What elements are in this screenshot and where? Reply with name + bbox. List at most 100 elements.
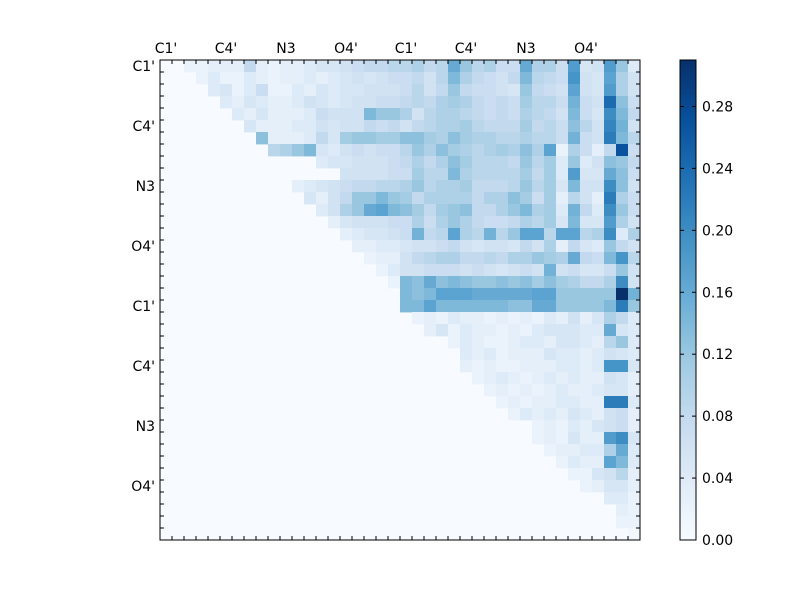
heatmap-cell xyxy=(364,84,377,97)
heatmap-cell xyxy=(568,72,581,85)
heatmap-cell xyxy=(508,168,521,181)
heatmap-cell xyxy=(268,108,281,121)
heatmap-cell xyxy=(352,72,365,85)
heatmap-cell xyxy=(436,96,449,109)
heatmap-cell xyxy=(472,216,485,229)
heatmap-cell xyxy=(388,84,401,97)
heatmap-cell xyxy=(244,108,257,121)
heatmap-cell xyxy=(604,144,617,157)
heatmap-cell xyxy=(268,96,281,109)
heatmap-cell xyxy=(424,108,437,121)
heatmap-cell xyxy=(268,60,281,73)
heatmap-cell xyxy=(328,204,341,217)
heatmap-cell xyxy=(364,96,377,109)
heatmap-cell xyxy=(460,60,473,73)
heatmap-cell xyxy=(472,348,485,361)
colorbar-tick-label: 0.00 xyxy=(702,533,733,549)
heatmap-cell xyxy=(544,168,557,181)
heatmap-cell xyxy=(556,264,569,277)
heatmap-cell xyxy=(628,504,641,517)
heatmap-cell xyxy=(460,264,473,277)
heatmap-cell xyxy=(436,300,449,313)
heatmap-cell xyxy=(628,120,641,133)
heatmap-cell xyxy=(580,252,593,265)
heatmap-cell xyxy=(472,312,485,325)
heatmap-cell xyxy=(544,108,557,121)
heatmap-cell xyxy=(484,72,497,85)
heatmap-cell xyxy=(580,72,593,85)
heatmap-cell xyxy=(544,360,557,373)
heatmap-cell xyxy=(448,324,461,337)
heatmap-cell xyxy=(628,384,641,397)
heatmap-cell xyxy=(508,264,521,277)
heatmap-cell xyxy=(604,444,617,457)
heatmap-cell xyxy=(592,84,605,97)
heatmap-cell xyxy=(388,264,401,277)
heatmap-cell xyxy=(496,132,509,145)
heatmap-cell xyxy=(628,396,641,409)
heatmap-cell xyxy=(532,156,545,169)
heatmap-cell xyxy=(340,144,353,157)
x-tick-label: O4' xyxy=(574,41,598,57)
heatmap-cell xyxy=(448,312,461,325)
heatmap-cell xyxy=(400,216,413,229)
plot-area xyxy=(159,59,641,541)
heatmap-cell xyxy=(448,156,461,169)
heatmap-cell xyxy=(592,348,605,361)
heatmap-cell xyxy=(424,132,437,145)
heatmap-cell xyxy=(352,108,365,121)
heatmap-cell xyxy=(448,252,461,265)
heatmap-cell xyxy=(448,84,461,97)
heatmap-cell xyxy=(604,408,617,421)
heatmap-cell xyxy=(244,84,257,97)
heatmap-cell xyxy=(532,408,545,421)
heatmap-cell xyxy=(364,216,377,229)
heatmap-cell xyxy=(520,228,533,241)
heatmap-cell xyxy=(448,168,461,181)
heatmap-cell xyxy=(472,60,485,73)
heatmap-cell xyxy=(616,504,629,517)
heatmap-cell xyxy=(340,132,353,145)
heatmap-cell xyxy=(448,144,461,157)
heatmap-cell xyxy=(484,348,497,361)
heatmap-cell xyxy=(424,312,437,325)
heatmap-cell xyxy=(376,60,389,73)
heatmap-cell xyxy=(484,204,497,217)
heatmap-cell xyxy=(304,120,317,133)
heatmap-cell xyxy=(484,156,497,169)
heatmap-cell xyxy=(532,216,545,229)
heatmap-cell xyxy=(628,360,641,373)
heatmap-cell xyxy=(628,84,641,97)
heatmap-cell xyxy=(508,156,521,169)
heatmap-cell xyxy=(628,288,641,301)
heatmap-cell xyxy=(580,96,593,109)
x-tick-label: N3 xyxy=(276,41,295,57)
heatmap-cell xyxy=(472,336,485,349)
heatmap-cell xyxy=(580,396,593,409)
heatmap-cell xyxy=(628,420,641,433)
heatmap-cell xyxy=(460,240,473,253)
heatmap-cell xyxy=(604,324,617,337)
heatmap-cell xyxy=(484,288,497,301)
heatmap-cell xyxy=(544,444,557,457)
heatmap-cell xyxy=(364,156,377,169)
heatmap-cell xyxy=(520,372,533,385)
heatmap-cell xyxy=(628,528,641,541)
x-tick-label: C1' xyxy=(155,41,178,57)
colorbar-tick-label: 0.04 xyxy=(702,471,733,487)
heatmap-cell xyxy=(412,276,425,289)
heatmap-cell xyxy=(568,228,581,241)
heatmap-cell xyxy=(496,240,509,253)
heatmap-cell xyxy=(568,372,581,385)
heatmap-cell xyxy=(556,132,569,145)
heatmap-cell xyxy=(508,252,521,265)
heatmap-cell xyxy=(340,180,353,193)
heatmap-cell xyxy=(412,144,425,157)
heatmap-cell xyxy=(532,360,545,373)
y-tick-label: C4' xyxy=(132,119,155,135)
heatmap-cell xyxy=(520,72,533,85)
heatmap-cell xyxy=(340,60,353,73)
x-tick-label: C4' xyxy=(215,41,238,57)
heatmap-cell xyxy=(232,72,245,85)
heatmap-cell xyxy=(508,324,521,337)
